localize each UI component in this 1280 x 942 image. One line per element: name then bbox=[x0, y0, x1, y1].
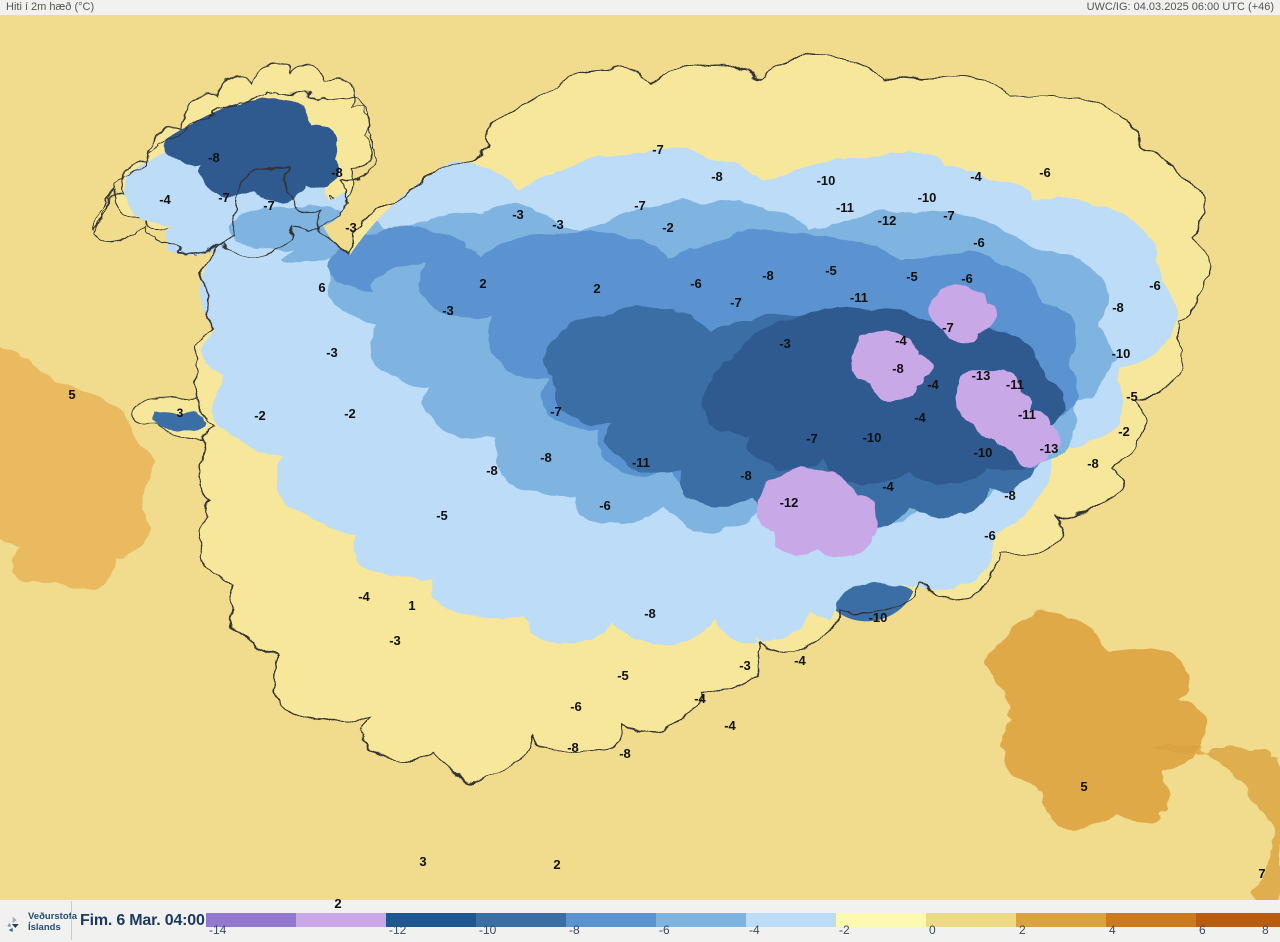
svg-text:-10: -10 bbox=[479, 923, 497, 937]
svg-text:2: 2 bbox=[334, 896, 341, 911]
svg-text:8: 8 bbox=[1262, 923, 1269, 937]
svg-text:0: 0 bbox=[929, 923, 936, 937]
svg-text:-6: -6 bbox=[659, 923, 670, 937]
svg-text:4: 4 bbox=[1109, 923, 1116, 937]
svg-text:-8: -8 bbox=[569, 923, 580, 937]
svg-text:-12: -12 bbox=[389, 923, 407, 937]
svg-text:-2: -2 bbox=[839, 923, 850, 937]
svg-text:6: 6 bbox=[1199, 923, 1206, 937]
svg-text:-14: -14 bbox=[209, 923, 227, 937]
svg-text:2: 2 bbox=[1019, 923, 1026, 937]
svg-text:-4: -4 bbox=[749, 923, 760, 937]
